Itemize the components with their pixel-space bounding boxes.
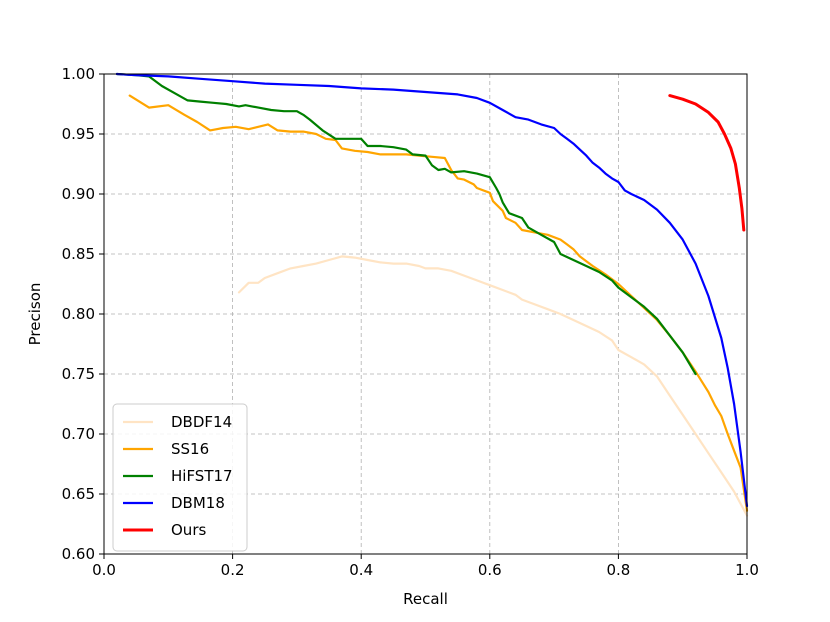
y-tick-label: 0.60 [62, 545, 95, 563]
legend: DBDF14 SS16 HiFST17 DBM18 Ours [112, 403, 248, 552]
y-tick-label: 0.65 [62, 485, 95, 503]
series-lines [115, 72, 749, 517]
series-line-dbdf14 [237, 255, 749, 517]
legend-label-ss16: SS16 [171, 440, 209, 458]
series-line-hifst17 [115, 72, 697, 376]
x-tick-label: 0.2 [221, 561, 245, 579]
legend-label-dbm18: DBM18 [171, 494, 225, 512]
x-tick-label: 1.0 [735, 561, 759, 579]
axis-ticks: 0.0 0.2 0.4 0.6 0.8 1.0 0.60 0.65 0.70 0.75 0.80 0.… [62, 65, 759, 579]
legend-box [112, 403, 248, 552]
y-tick-label: 0.95 [62, 125, 95, 143]
series-line-dbm18 [115, 72, 749, 508]
y-tick-label: 0.85 [62, 245, 95, 263]
x-tick-label: 0.0 [92, 561, 116, 579]
x-axis-label: Recall [403, 590, 448, 608]
legend-label-ours: Ours [171, 521, 206, 539]
series-line-ours [668, 94, 746, 232]
y-tick-label: 0.80 [62, 305, 95, 323]
x-tick-label: 0.4 [349, 561, 373, 579]
y-tick-label: 1.00 [62, 65, 95, 83]
legend-label-hifst17: HiFST17 [171, 467, 233, 485]
y-tick-label: 0.90 [62, 185, 95, 203]
y-tick-label: 0.75 [62, 365, 95, 383]
y-axis-label: Precison [26, 283, 44, 346]
x-tick-label: 0.6 [478, 561, 502, 579]
legend-label-dbdf14: DBDF14 [171, 413, 232, 431]
y-tick-label: 0.70 [62, 425, 95, 443]
x-tick-label: 0.8 [606, 561, 630, 579]
